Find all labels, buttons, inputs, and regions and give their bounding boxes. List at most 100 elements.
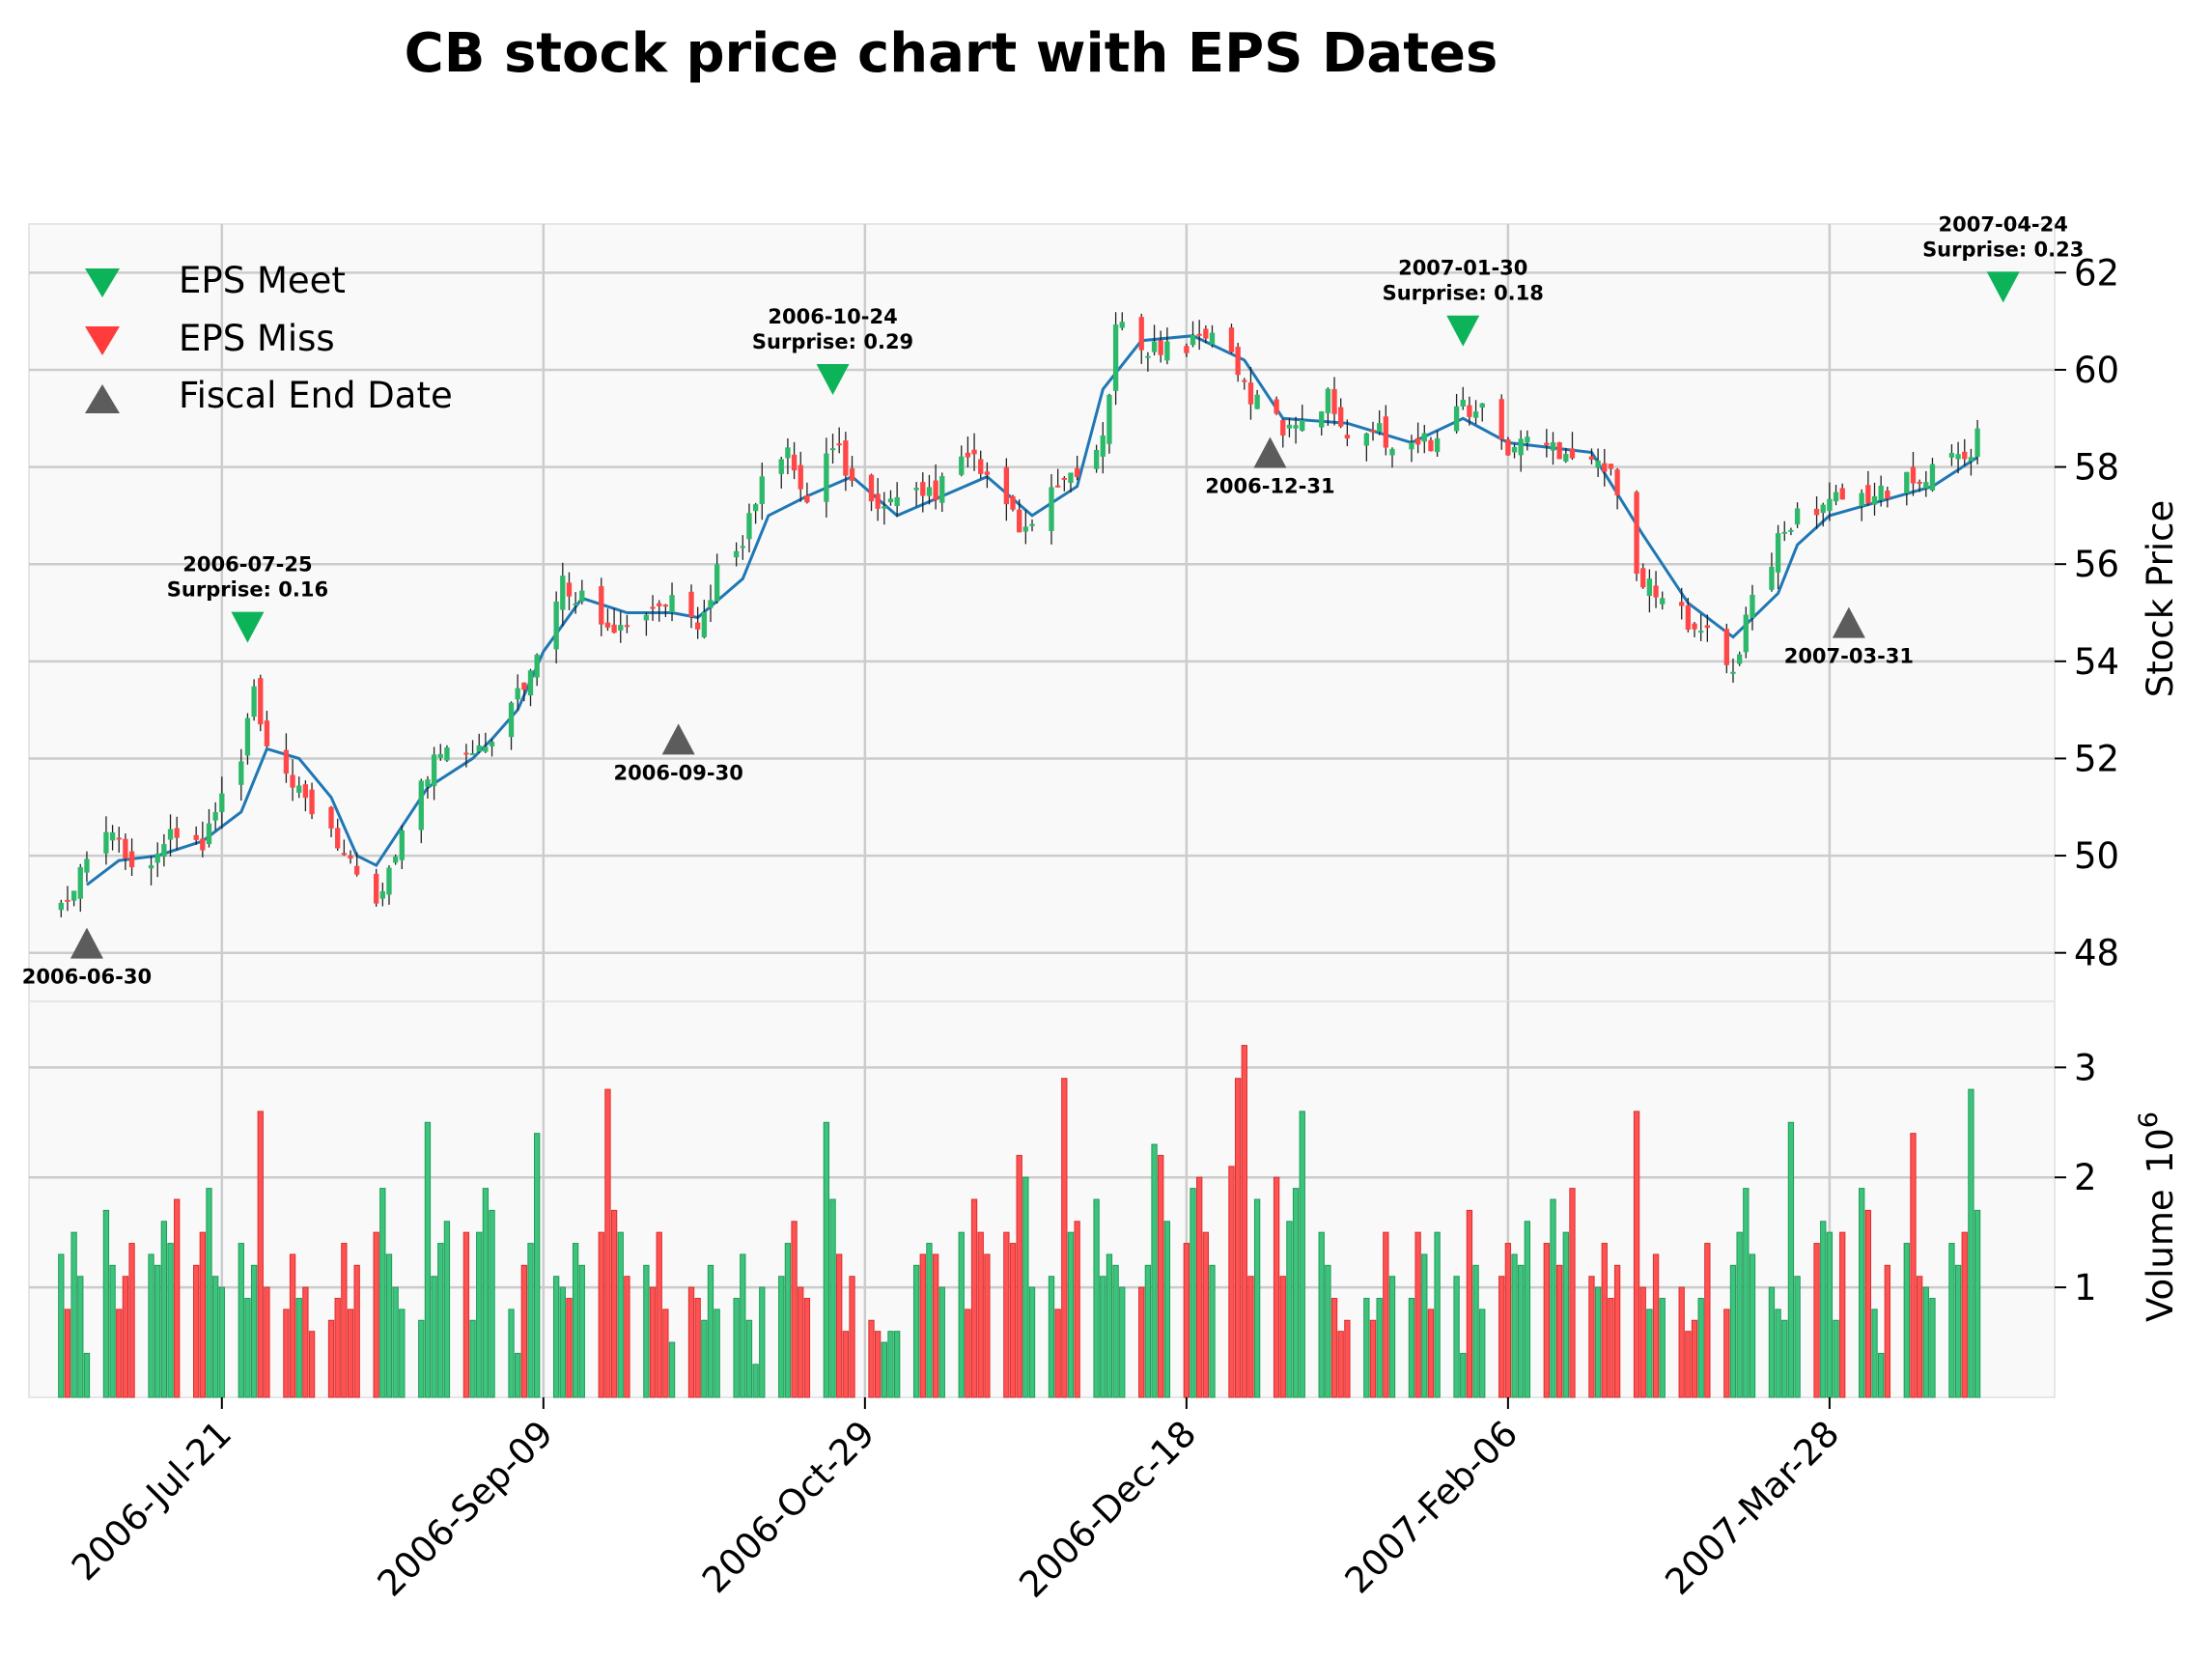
candle-body [1679, 602, 1685, 606]
candle [425, 775, 431, 799]
candle [1022, 509, 1029, 545]
candle [527, 668, 534, 707]
candle [1698, 613, 1704, 641]
volume-bar [733, 1298, 740, 1398]
volume-bar [668, 1341, 676, 1398]
candle-body [688, 591, 694, 618]
candle-body [1498, 399, 1504, 440]
candle-body [1839, 488, 1845, 500]
candle [978, 450, 984, 479]
candle [1955, 441, 1961, 474]
volume-bar [1859, 1188, 1865, 1398]
volume-bar [965, 1308, 971, 1398]
fiscal-end-triangle [1253, 436, 1287, 468]
candle [1781, 521, 1787, 542]
volume-bar [1009, 1243, 1017, 1398]
volume-bar [1504, 1243, 1512, 1398]
candle-body [103, 831, 109, 854]
volume-bar [1569, 1188, 1576, 1398]
volume-bar [211, 1276, 219, 1398]
candle [1331, 377, 1337, 426]
candle [1049, 474, 1054, 545]
volume-bar [1253, 1198, 1261, 1398]
candle-body [650, 606, 656, 609]
volume-bar [1652, 1253, 1660, 1398]
candle-body [1300, 419, 1305, 432]
volume-bar [598, 1231, 604, 1398]
volume-bar [1286, 1221, 1293, 1398]
candle [373, 868, 379, 907]
price-tick-label: 62 [2074, 252, 2119, 294]
candle [875, 478, 881, 521]
candle-body [515, 688, 520, 700]
candle-body [1254, 394, 1260, 409]
candle [109, 825, 116, 851]
volume-bar [424, 1121, 432, 1398]
candle-body [1556, 442, 1562, 460]
candle-body [154, 853, 160, 863]
volume-bar [193, 1264, 200, 1398]
volume-bar [1074, 1221, 1080, 1398]
volume-bar [250, 1264, 258, 1398]
candle [714, 553, 720, 605]
candle-body [109, 831, 116, 841]
candle-body [238, 761, 244, 785]
candle-body [527, 670, 534, 696]
volume-bar [1781, 1319, 1788, 1398]
candle-body [1010, 495, 1016, 510]
candle [399, 825, 405, 869]
volume-bar [1524, 1221, 1531, 1398]
volume-bar [803, 1298, 811, 1398]
fiscal-end-marker: 2007-03-31 [1784, 606, 1914, 668]
volume-bar [1228, 1166, 1235, 1398]
volume-bar [1646, 1308, 1653, 1398]
candle [1865, 470, 1871, 506]
candle [1389, 447, 1395, 468]
candle-body [746, 513, 752, 540]
volume-bar [1183, 1243, 1190, 1398]
x-tick-label: 2006-Sep-09 [370, 1413, 561, 1604]
eps-meet-triangle [1446, 315, 1480, 347]
volume-bar [578, 1264, 585, 1398]
candle-body [290, 774, 295, 788]
candle [566, 572, 573, 610]
volume-axis-label: Volume 106 [2134, 1111, 2181, 1322]
price-tick-label: 60 [2074, 350, 2119, 391]
volume-bar [1518, 1264, 1525, 1398]
candle [882, 492, 887, 525]
volume-bar [604, 1088, 611, 1398]
candle [778, 456, 784, 489]
candle [1827, 482, 1833, 521]
candle [1467, 396, 1472, 426]
volume-bar [327, 1319, 335, 1398]
volume-bar [1093, 1198, 1100, 1398]
volume-bar [160, 1221, 168, 1398]
candle-body [1293, 425, 1299, 429]
candle-body [399, 830, 405, 860]
candle [1377, 409, 1383, 436]
volume-bar [778, 1276, 785, 1398]
volume-bar [238, 1243, 244, 1398]
legend-eps-miss-label: EPS Miss [179, 318, 335, 359]
candle [733, 542, 740, 567]
candle [657, 600, 662, 622]
candle-body [1833, 492, 1839, 502]
volume-bar [868, 1319, 875, 1398]
volume-bar [919, 1253, 926, 1398]
candle-body [1029, 523, 1035, 526]
candle [1962, 438, 1968, 466]
candle-body [1602, 463, 1608, 472]
candle-body [1660, 598, 1666, 605]
volume-bar [1639, 1286, 1646, 1398]
volume-bar [431, 1276, 437, 1398]
x-tick-labels: 2006-Jul-21 2006-Sep-09 2006-Oct-29 2006-De… [64, 1397, 1847, 1606]
candle [1383, 405, 1388, 456]
volume-bar [1659, 1298, 1666, 1398]
volume-bar [1961, 1231, 1968, 1398]
volume-bar [1974, 1209, 1981, 1398]
volume-bar [887, 1331, 894, 1398]
candle-body [1196, 333, 1202, 336]
candle [302, 780, 309, 812]
volume-bar [469, 1319, 476, 1398]
